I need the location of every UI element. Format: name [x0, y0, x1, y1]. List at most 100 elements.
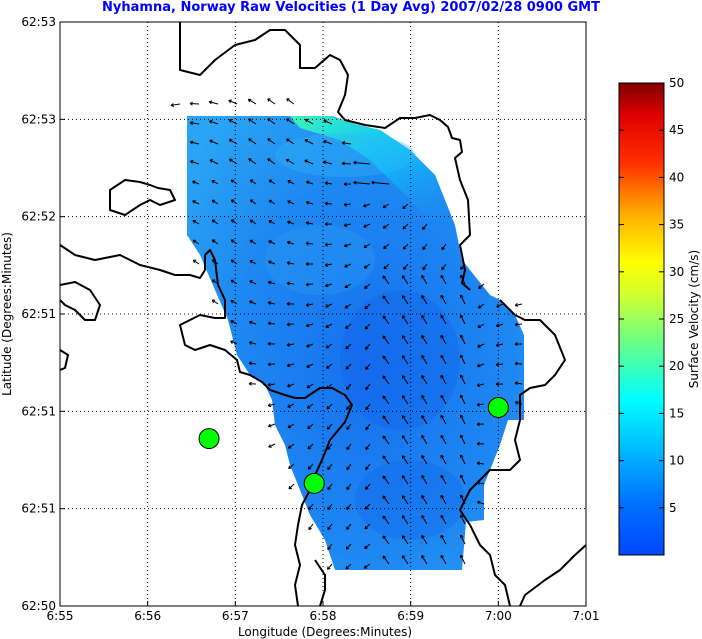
velocity-arrow-head [514, 324, 518, 327]
velocity-arrow [401, 395, 409, 405]
velocity-arrow-head [441, 268, 445, 271]
velocity-arrow-head [324, 223, 328, 227]
station-east [487, 396, 509, 418]
velocity-arrow-head [267, 363, 271, 367]
velocity-arrow-head [476, 501, 480, 505]
velocity-arrow [440, 395, 447, 405]
velocity-arrow [306, 181, 314, 185]
velocity-arrow-head [286, 98, 289, 102]
colorbar-tick-label: 25 [669, 312, 684, 326]
velocity-arrow [211, 299, 219, 305]
velocity-arrow [267, 138, 276, 145]
velocity-arrow [249, 260, 257, 265]
y-tick-label: 62:51 [21, 404, 56, 418]
y-tick-label: 62:50 [21, 599, 56, 613]
velocity-arrow [477, 323, 485, 328]
velocity-arrow-head [323, 140, 326, 144]
velocity-arrow-head [305, 284, 309, 287]
velocity-arrow [401, 275, 409, 285]
velocity-arrow [192, 239, 200, 245]
velocity-arrow-head [346, 387, 350, 390]
colorbar-tick-label: 15 [669, 406, 684, 420]
velocity-arrow [231, 199, 238, 205]
velocity-arrow-head [477, 365, 481, 368]
coastline-east [459, 299, 566, 606]
velocity-arrow [421, 355, 428, 365]
velocity-arrow [287, 343, 295, 346]
velocity-arrow [401, 355, 409, 365]
velocity-arrow [230, 300, 238, 305]
velocity-arrow-head [249, 280, 252, 284]
velocity-arrow [249, 341, 257, 345]
velocity-arrow-head [211, 299, 214, 303]
velocity-arrow [304, 159, 314, 165]
velocity-arrow-head [228, 139, 232, 143]
velocity-arrow [382, 375, 390, 385]
velocity-arrow [440, 535, 447, 545]
velocity-arrow [382, 535, 390, 545]
velocity-arrow-head [230, 320, 233, 324]
velocity-arrow-head [268, 405, 272, 408]
velocity-arrow [421, 455, 428, 465]
colorbar-tick-label: 40 [669, 170, 684, 184]
colorbar-tick-label: 45 [669, 123, 684, 137]
velocity-arrow [478, 283, 485, 289]
velocity-arrow [401, 515, 409, 525]
velocity-arrow-head [346, 407, 350, 410]
velocity-arrow-head [327, 488, 331, 491]
velocity-arrow [268, 240, 276, 245]
velocity-arrow [460, 474, 466, 485]
velocity-arrow [382, 415, 390, 425]
velocity-arrow [342, 142, 352, 145]
velocity-arrow [230, 279, 238, 285]
velocity-arrow [364, 543, 371, 549]
velocity-arrow [383, 263, 390, 270]
velocity-arrow [382, 295, 390, 305]
velocity-arrow [346, 383, 352, 390]
x-tick-label: 6:59 [397, 609, 424, 623]
velocity-field [187, 116, 524, 570]
velocity-arrow-head [496, 345, 500, 347]
velocity-arrow-head [305, 304, 310, 307]
velocity-arrow-head [460, 267, 464, 270]
velocity-arrow [288, 463, 295, 469]
velocity-arrow-head [248, 138, 251, 142]
velocity-arrow-head [307, 427, 311, 430]
velocity-arrow [382, 495, 390, 505]
velocity-vectors [170, 98, 523, 570]
velocity-arrow [346, 423, 352, 430]
y-axis-label: Latitude (Degrees:Minutes) [0, 232, 14, 396]
colorbar-tick-label: 35 [669, 218, 684, 232]
velocity-arrow-head [288, 467, 292, 470]
station-west [198, 428, 220, 450]
velocity-arrow [401, 335, 409, 345]
velocity-arrow [421, 335, 428, 345]
velocity-arrow-head [305, 263, 309, 266]
velocity-arrow [401, 415, 409, 425]
velocity-arrow [288, 483, 295, 490]
velocity-arrow [421, 475, 428, 485]
velocity-arrow [382, 355, 390, 365]
velocity-arrow-head [211, 279, 214, 283]
velocity-arrow [304, 139, 314, 145]
colorbar-tick-label: 30 [669, 265, 684, 279]
velocity-arrow [267, 98, 276, 105]
velocity-arrow [190, 160, 200, 165]
velocity-arrow [477, 383, 485, 387]
x-axis-label: Longitude (Degrees:Minutes) [238, 625, 412, 639]
velocity-arrow [192, 180, 200, 185]
velocity-arrow [286, 118, 295, 125]
velocity-arrow-head [230, 219, 233, 223]
velocity-arrow [287, 180, 295, 185]
island-northwest [109, 179, 176, 216]
velocity-arrow [440, 355, 447, 365]
velocity-arrow [383, 243, 390, 249]
velocity-arrow-head [402, 207, 406, 210]
velocity-arrow [288, 443, 295, 449]
velocity-arrow [460, 374, 466, 385]
velocity-arrow [440, 515, 447, 525]
velocity-arrow [382, 435, 390, 445]
velocity-arrow-head [287, 386, 291, 388]
velocity-arrow-head [268, 425, 272, 428]
velocity-arrow [364, 323, 371, 330]
